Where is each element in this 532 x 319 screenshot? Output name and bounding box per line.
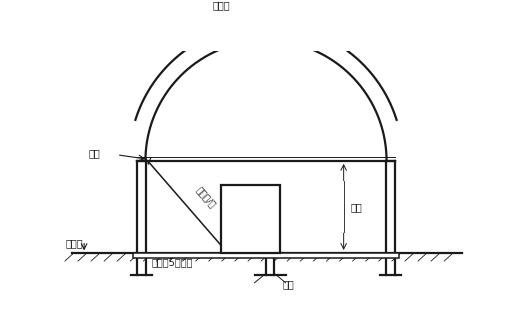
Text: 门洞: 门洞 — [244, 214, 257, 224]
Text: 长木板/板: 长木板/板 — [194, 186, 217, 210]
Text: 点火孔: 点火孔 — [212, 0, 230, 10]
Bar — [263, 27, 277, 37]
Bar — [221, 185, 280, 253]
Bar — [133, 253, 399, 258]
Text: 地基（5层砖）: 地基（5层砖） — [152, 257, 193, 268]
Text: 支柱: 支柱 — [282, 279, 294, 289]
Text: 地平面: 地平面 — [66, 238, 84, 248]
Text: 墙富: 墙富 — [351, 202, 363, 212]
Text: 钢带: 钢带 — [88, 149, 100, 159]
